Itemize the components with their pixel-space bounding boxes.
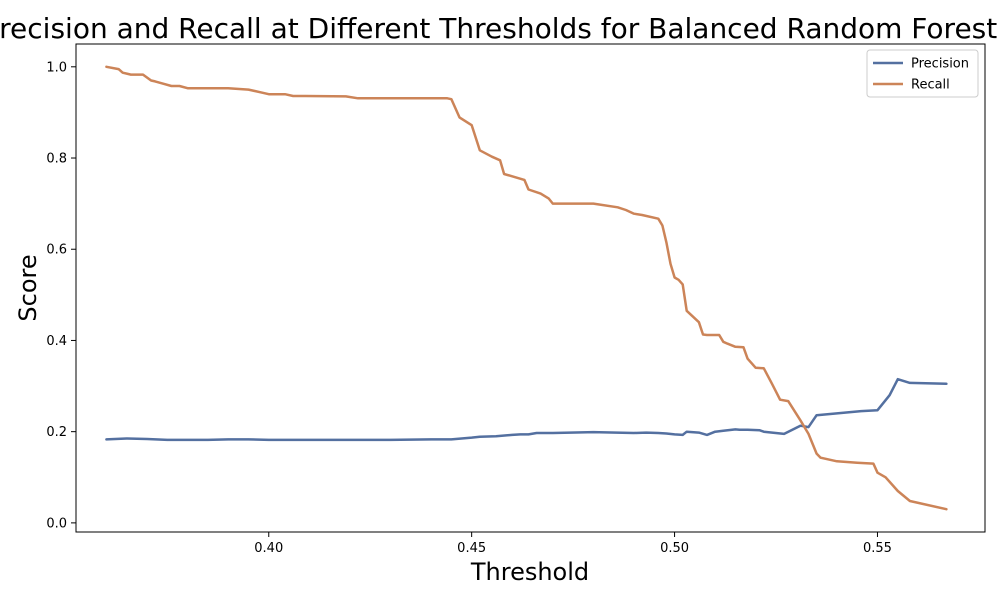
chart-title: Precision and Recall at Different Thresh… [0, 12, 997, 45]
y-axis-title: Score [14, 254, 42, 321]
y-tick-label: 0.0 [46, 516, 67, 531]
series-layer [105, 65, 948, 511]
x-tick-label: 0.40 [254, 541, 283, 556]
y-tick-label: 0.6 [46, 243, 67, 258]
y-tick-label: 0.8 [46, 152, 67, 167]
legend-label-precision: Precision [911, 57, 969, 72]
y-tick-label: 0.2 [46, 425, 67, 440]
legend-label-recall: Recall [911, 78, 950, 93]
series-line-recall [105, 65, 948, 511]
y-tick-label: 1.0 [46, 60, 67, 75]
y-tick-label: 0.4 [46, 334, 67, 349]
x-axis-title: Threshold [470, 558, 589, 586]
x-tick-label: 0.55 [863, 541, 892, 556]
series-line-precision [105, 377, 948, 442]
plot-frame [75, 43, 986, 533]
x-axis: 0.40 0.45 0.50 0.55 [254, 532, 892, 556]
y-axis: 0.0 0.2 0.4 0.6 0.8 1.0 [46, 60, 76, 531]
legend: Precision Recall [866, 49, 979, 98]
x-tick-label: 0.50 [660, 541, 689, 556]
x-tick-label: 0.45 [457, 541, 486, 556]
